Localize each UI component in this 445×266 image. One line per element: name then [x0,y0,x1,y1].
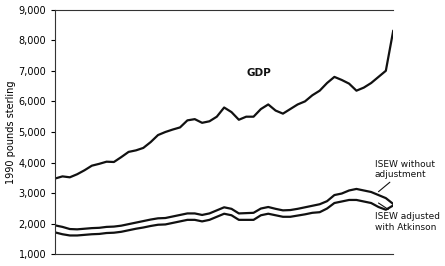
Text: ISEW adjusted
with Atkinson: ISEW adjusted with Atkinson [375,203,440,232]
Text: ISEW without
adjustment: ISEW without adjustment [375,160,435,192]
Y-axis label: 1990 pounds sterling: 1990 pounds sterling [5,80,16,184]
Text: GDP: GDP [246,68,271,78]
